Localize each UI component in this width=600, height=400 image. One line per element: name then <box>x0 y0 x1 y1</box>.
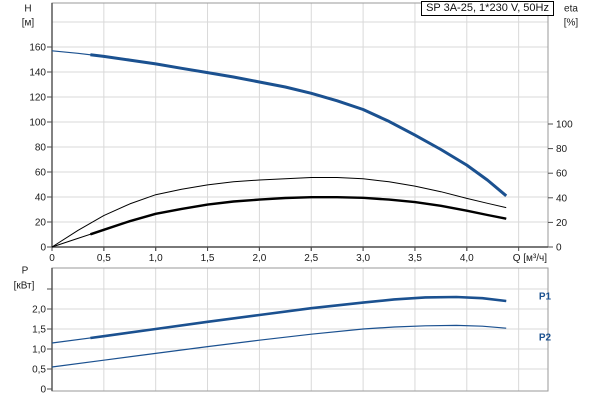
top-right-axis-unit: [%] <box>564 18 579 29</box>
y-tick-label-left: 60 <box>35 168 47 179</box>
y-tick-label-left: 0,5 <box>32 365 46 376</box>
y-tick-label-left: 0 <box>40 385 46 396</box>
p2-curve-label: P2 <box>539 333 552 344</box>
x-tick-label: 0 <box>49 253 55 264</box>
h-curve-thick <box>90 53 508 197</box>
bottom-left-axis-title: P <box>22 266 29 277</box>
x-tick-label: 0,5 <box>97 253 111 264</box>
y-tick-label-left: 100 <box>29 118 46 129</box>
y-tick-label-right: 0 <box>556 243 562 254</box>
y-tick-label-left: 1,0 <box>32 345 46 356</box>
x-tick-label: 4,0 <box>460 253 474 264</box>
y-tick-label-left: 40 <box>35 193 47 204</box>
y-tick-label-left: 1,5 <box>32 325 46 336</box>
chart-title-box: SP 3A-25, 1*230 V, 50Hz <box>421 1 554 16</box>
y-tick-label-left: 120 <box>29 93 46 104</box>
x-tick-label: 3,0 <box>356 253 370 264</box>
h-curve <box>51 50 507 197</box>
x-tick-label: 1,0 <box>149 253 163 264</box>
bottom-left-axis-unit: [кВт] <box>14 281 35 292</box>
x-axis-title: Q [м³/ч] <box>513 253 548 264</box>
x-tick-label: 3,5 <box>408 253 422 264</box>
top-right-axis-title: eta <box>564 4 578 15</box>
p1-curve-thick <box>90 295 507 340</box>
top-left-axis-title: H <box>24 4 31 15</box>
y-tick-label-right: 80 <box>556 144 568 155</box>
eta-pump-curve <box>51 177 507 248</box>
x-tick-label: 1,5 <box>201 253 215 264</box>
x-tick-label: 2,5 <box>304 253 318 264</box>
y-tick-label-right: 60 <box>556 169 568 180</box>
y-tick-label-left: 80 <box>35 143 47 154</box>
y-tick-label-right: 20 <box>556 218 568 229</box>
plot-frame <box>51 2 549 248</box>
chart-generated-layer: 0 20 40 60 80 100 120 140 160 0 20 40 60 80 100 0 0,5 1,0… <box>29 2 573 396</box>
y-tick-label-left: 2,0 <box>32 305 46 316</box>
y-tick-label-right: 100 <box>556 120 573 131</box>
top-left-axis-unit: [м] <box>22 18 35 29</box>
p1-curve <box>51 296 507 344</box>
y-tick-label-left: 20 <box>35 218 47 229</box>
y-tick-label-left: 0 <box>40 243 46 254</box>
y-tick-label-left: 160 <box>29 43 46 54</box>
x-tick-label: 2,0 <box>252 253 266 264</box>
p2-curve <box>51 324 507 368</box>
y-tick-label-right: 40 <box>556 193 568 204</box>
y-tick-label-left: 140 <box>29 68 46 79</box>
eta-total-curve-thick <box>90 195 507 236</box>
p1-curve-label: P1 <box>539 292 552 303</box>
